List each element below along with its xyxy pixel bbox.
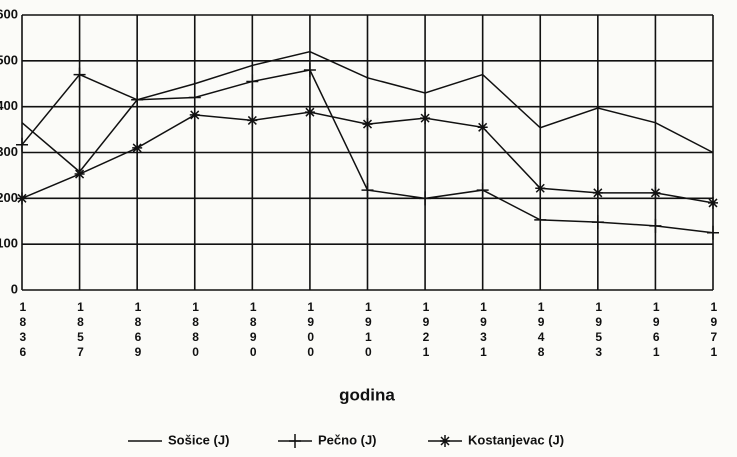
point-marker — [131, 92, 144, 107]
point-marker — [73, 67, 86, 82]
point-marker — [420, 112, 431, 125]
x-tick-label: 1953 — [592, 300, 606, 360]
point-marker — [708, 196, 718, 209]
y-tick-label: 400 — [0, 98, 18, 113]
point-marker — [591, 215, 604, 230]
x-tick-label: 1910 — [361, 300, 375, 360]
point-marker — [362, 118, 373, 131]
point-marker — [74, 168, 85, 181]
y-tick-label: 300 — [0, 144, 18, 159]
y-tick-label: 0 — [11, 281, 18, 296]
y-tick-label: 500 — [0, 52, 18, 67]
y-tick-label: 600 — [0, 6, 18, 21]
x-tick-label: 1931 — [476, 300, 490, 360]
point-marker — [535, 182, 546, 195]
point-marker — [707, 225, 719, 240]
y-tick-label: 200 — [0, 190, 18, 205]
legend-label: Kostanjevac (J) — [468, 432, 564, 447]
legend-label: Sošice (J) — [168, 432, 229, 447]
x-tick-label: 1948 — [534, 300, 548, 360]
x-tick-label: 1890 — [246, 300, 260, 360]
point-marker — [188, 90, 201, 105]
point-marker — [534, 212, 547, 227]
legend-marker — [440, 435, 450, 447]
legend-marker — [289, 434, 301, 448]
x-tick-label: 1961 — [649, 300, 663, 360]
point-marker — [17, 192, 27, 205]
point-marker — [476, 183, 489, 198]
point-marker — [477, 121, 488, 134]
point-marker — [247, 114, 258, 127]
point-marker — [650, 186, 661, 199]
point-marker — [304, 106, 315, 119]
x-tick-label: 1836 — [16, 300, 30, 360]
x-tick-label: 1900 — [304, 300, 318, 360]
x-tick-label: 1921 — [419, 300, 433, 360]
x-tick-label: 1971 — [707, 300, 721, 360]
point-marker — [132, 141, 143, 154]
y-tick-label: 100 — [0, 236, 18, 251]
point-marker — [303, 63, 316, 77]
point-marker — [16, 137, 28, 152]
point-marker — [649, 218, 662, 233]
point-marker — [592, 186, 603, 199]
legend-label: Pečno (J) — [318, 432, 377, 447]
x-tick-label: 1880 — [189, 300, 203, 360]
point-marker — [419, 191, 432, 206]
point-marker — [246, 74, 259, 89]
point-marker — [361, 183, 374, 198]
point-marker — [189, 108, 200, 121]
x-tick-label: 1869 — [131, 300, 145, 360]
x-axis-label: godina — [339, 385, 395, 404]
x-tick-label: 1857 — [73, 300, 87, 360]
